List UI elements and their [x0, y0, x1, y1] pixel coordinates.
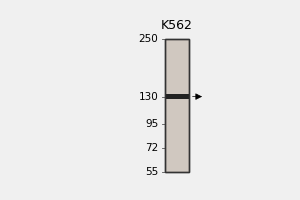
Text: 72: 72 — [145, 143, 158, 153]
Text: 55: 55 — [145, 167, 158, 177]
Text: 130: 130 — [139, 92, 158, 102]
Text: K562: K562 — [161, 19, 193, 32]
Bar — [165, 94, 189, 99]
Text: 250: 250 — [139, 34, 158, 44]
Text: 95: 95 — [145, 119, 158, 129]
